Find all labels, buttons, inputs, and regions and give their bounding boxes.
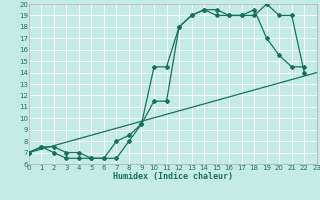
X-axis label: Humidex (Indice chaleur): Humidex (Indice chaleur) <box>113 172 233 181</box>
